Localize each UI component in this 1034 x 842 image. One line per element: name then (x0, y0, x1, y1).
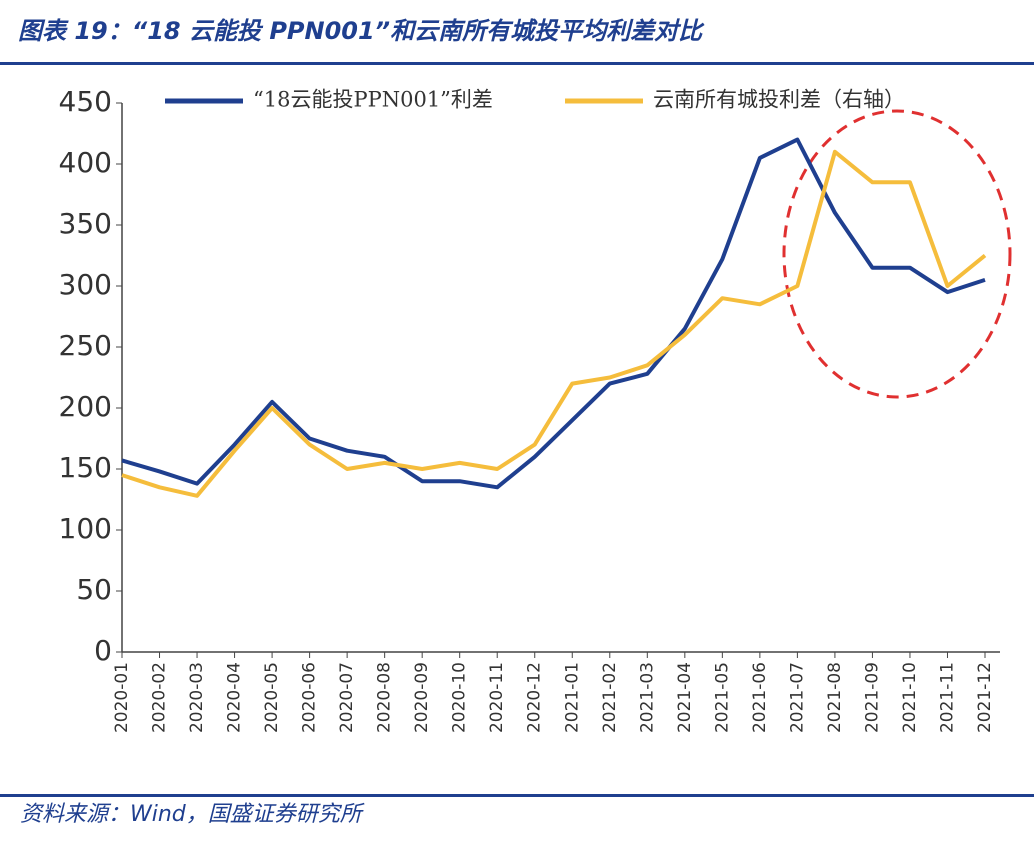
series-line (121, 149, 987, 498)
x-tick-label: 2021-04 (675, 662, 695, 733)
y-tick-label: 150 (59, 451, 112, 484)
x-tick-label: 2020-01 (112, 662, 132, 733)
x-tick-label: 2020-05 (262, 662, 282, 733)
x-tick-label: 2020-07 (337, 662, 357, 733)
y-tick-label: 200 (59, 390, 112, 423)
y-tick-label: 300 (59, 268, 112, 301)
legend-label: “18云能投PPN001”利差 (253, 88, 493, 112)
chart-title: 图表 19：“18 云能投 PPN001”和云南所有城投平均利差对比 (18, 17, 705, 45)
y-tick-label: 250 (59, 329, 112, 362)
rule (0, 62, 1034, 65)
x-tick-label: 2021-02 (600, 662, 620, 733)
x-tick-label: 2020-08 (375, 662, 395, 733)
y-tick-label: 0 (94, 634, 112, 667)
source: 资料来源：Wind，国盛证券研究所 (20, 802, 365, 827)
x-tick-label: 2021-08 (825, 662, 845, 733)
rule (0, 794, 1034, 797)
x-tick-label: 2020-12 (525, 662, 545, 733)
x-tick-label: 2020-09 (412, 662, 432, 733)
x-tick-label: 2021-06 (750, 662, 770, 733)
legend-label: 云南所有城投利差（右轴） (653, 88, 905, 112)
x-tick-label: 2021-10 (900, 662, 920, 733)
x-tick-label: 2021-05 (712, 662, 732, 733)
x-tick-label: 2021-09 (862, 662, 882, 733)
x-tick-label: 2020-06 (300, 662, 320, 733)
series-line (121, 137, 986, 490)
x-tick-label: 2021-03 (637, 662, 657, 733)
y-tick-label: 50 (76, 573, 112, 606)
x-tick-label: 2021-07 (787, 662, 807, 733)
x-tick-label: 2020-10 (450, 662, 470, 733)
x-tick-label: 2020-03 (187, 662, 207, 733)
x-tick-label: 2020-11 (487, 662, 507, 733)
y-tick-label: 400 (59, 146, 112, 179)
x-tick-label: 2020-02 (150, 662, 170, 733)
y-tick-label: 450 (59, 85, 112, 118)
x-tick-label: 2020-04 (225, 662, 245, 733)
y-tick-label: 350 (59, 207, 112, 240)
y-tick-label: 100 (59, 512, 112, 545)
highlight-circle (782, 109, 1012, 399)
x-tick-label: 2021-11 (937, 662, 957, 733)
x-tick-label: 2021-01 (562, 662, 582, 733)
x-tick-label: 2021-12 (975, 662, 995, 733)
